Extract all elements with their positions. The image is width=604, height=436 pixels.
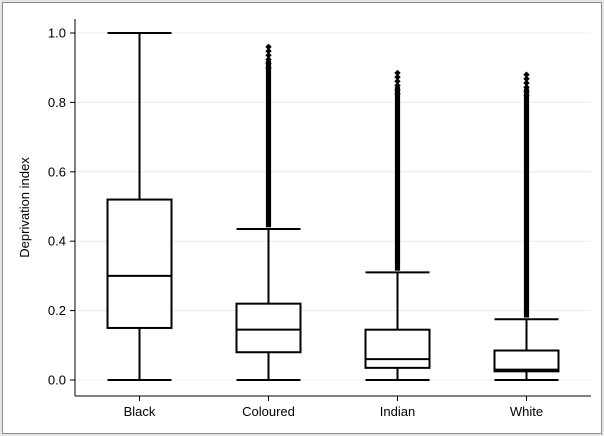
y-tick-label: 0.8: [48, 95, 66, 110]
iqr-box: [366, 330, 430, 368]
x-tick-label: Indian: [380, 404, 415, 419]
y-tick-label: 1.0: [48, 26, 66, 41]
iqr-box: [495, 351, 559, 372]
x-tick-label: Black: [124, 404, 156, 419]
outliers: [265, 44, 271, 228]
box-indian: [366, 70, 430, 380]
x-ticks: Black Coloured Indian White: [124, 396, 544, 419]
y-tick-label: 0.6: [48, 164, 66, 179]
y-tick-label: 0.2: [48, 303, 66, 318]
x-tick-label: White: [510, 404, 543, 419]
box-white: [495, 71, 559, 380]
boxplot-chart: 0.0 0.2 0.4 0.6 0.8 1.0 Black Coloured Indian Wh…: [3, 3, 601, 433]
y-tick-label: 0.0: [48, 373, 66, 388]
outlier-cluster: [524, 89, 529, 318]
y-axis-title: Deprivation index: [17, 157, 32, 258]
box-black: [108, 33, 172, 380]
outlier-cluster: [395, 87, 400, 271]
y-tick-label: 0.4: [48, 234, 66, 249]
iqr-box: [108, 200, 172, 328]
y-ticks: 0.0 0.2 0.4 0.6 0.8 1.0: [48, 26, 75, 388]
outliers: [523, 71, 529, 317]
boxes: [108, 33, 559, 380]
iqr-box: [237, 304, 301, 353]
outliers: [394, 70, 400, 271]
x-tick-label: Coloured: [242, 404, 295, 419]
outlier-cluster: [266, 61, 271, 227]
box-coloured: [237, 44, 301, 380]
